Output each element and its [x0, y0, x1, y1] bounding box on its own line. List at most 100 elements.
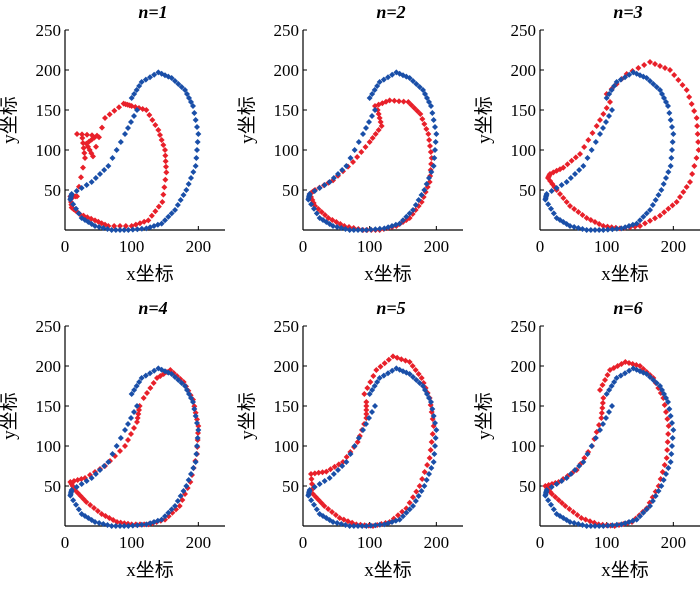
data-point — [673, 199, 680, 205]
data-point — [647, 374, 653, 380]
data-point — [430, 413, 437, 419]
data-point — [550, 506, 557, 513]
data-point — [663, 471, 669, 477]
data-point — [588, 147, 595, 153]
data-point — [596, 523, 603, 529]
data-point — [73, 188, 80, 194]
data-point — [597, 387, 603, 393]
data-point — [129, 522, 136, 529]
data-point — [336, 515, 343, 521]
data-point — [583, 215, 590, 221]
y-tick-label: 200 — [36, 357, 62, 376]
data-point — [178, 380, 185, 386]
data-point — [427, 149, 434, 155]
data-point — [354, 154, 361, 160]
data-point — [667, 163, 674, 169]
data-point — [410, 494, 416, 501]
data-point — [548, 188, 555, 194]
data-point — [640, 509, 647, 516]
data-point — [606, 113, 612, 119]
data-point — [419, 476, 426, 482]
panel-title: n=4 — [138, 298, 167, 318]
y-tick-label: 200 — [511, 61, 537, 80]
data-point — [694, 131, 700, 137]
data-point — [102, 115, 108, 121]
data-point — [176, 503, 183, 509]
series-2-markers — [542, 365, 677, 529]
data-point — [618, 225, 625, 232]
data-point — [666, 110, 673, 116]
data-point — [98, 511, 105, 517]
data-point — [406, 75, 413, 81]
data-point — [416, 380, 423, 386]
data-point — [321, 478, 328, 484]
data-point — [604, 522, 611, 529]
x-tick-label: 0 — [61, 237, 70, 256]
data-point — [335, 171, 341, 177]
data-point — [640, 213, 647, 220]
data-point — [665, 399, 671, 405]
data-point — [96, 134, 102, 141]
x-tick-label: 200 — [661, 237, 687, 256]
data-point — [389, 71, 396, 78]
data-point — [128, 95, 135, 101]
data-point — [548, 501, 554, 508]
data-point — [660, 477, 667, 483]
data-point — [104, 226, 111, 232]
data-point — [376, 375, 383, 381]
data-point — [322, 212, 328, 218]
data-point — [579, 212, 586, 218]
data-point — [664, 439, 671, 445]
data-point — [136, 379, 143, 385]
series-1-markers — [542, 359, 672, 529]
data-point — [369, 135, 376, 141]
data-point — [416, 483, 423, 489]
data-point — [637, 217, 643, 224]
data-point — [135, 411, 142, 417]
y-axis-label: y坐标 — [0, 392, 20, 440]
data-point — [412, 498, 419, 504]
data-point — [652, 61, 658, 67]
data-point — [412, 367, 419, 373]
data-point — [579, 226, 586, 232]
data-point — [669, 420, 675, 426]
series-2-markers — [67, 69, 202, 233]
data-point — [73, 501, 79, 508]
data-point — [370, 373, 377, 379]
data-point — [131, 113, 137, 119]
y-axis-label: y坐标 — [473, 96, 495, 144]
data-point — [128, 415, 134, 421]
data-point — [360, 427, 366, 433]
data-point — [603, 391, 610, 397]
data-point — [571, 206, 578, 212]
data-point — [323, 468, 330, 475]
data-point — [165, 513, 172, 520]
data-point — [360, 131, 366, 137]
data-point — [117, 227, 123, 233]
data-point — [346, 523, 353, 529]
data-point — [190, 103, 196, 109]
data-point — [553, 215, 560, 221]
data-point — [592, 139, 599, 145]
data-point — [147, 74, 153, 81]
y-tick-label: 150 — [36, 101, 62, 120]
data-point — [134, 415, 141, 421]
panel-5: 50 100 150 200 250 0 100 200 n=5 x坐标 y坐标 — [236, 298, 463, 581]
data-point — [177, 493, 184, 499]
data-point — [80, 164, 86, 171]
y-axis-label: y坐标 — [473, 392, 495, 440]
data-point — [600, 223, 607, 229]
data-point — [313, 506, 320, 513]
data-point — [117, 523, 123, 529]
data-point — [116, 104, 122, 111]
data-point — [568, 157, 575, 164]
data-point — [428, 103, 434, 109]
data-point — [421, 187, 428, 193]
data-point — [613, 521, 620, 528]
data-point — [410, 207, 416, 213]
data-point — [603, 95, 610, 101]
data-point — [91, 505, 97, 511]
data-point — [680, 189, 687, 195]
data-point — [131, 387, 138, 393]
data-point — [100, 521, 107, 527]
